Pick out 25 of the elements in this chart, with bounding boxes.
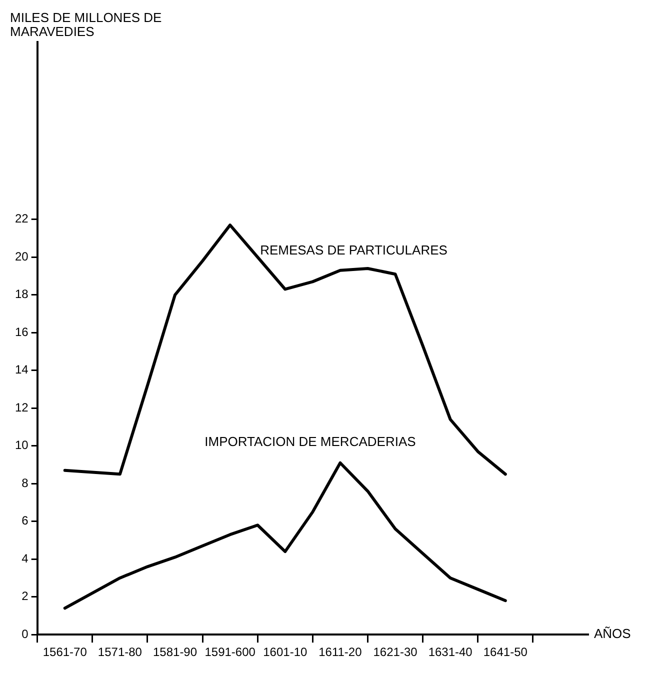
y-tick-label: 20 — [14, 249, 29, 264]
y-tick-label: 12 — [14, 400, 29, 414]
x-tick-label: 1581-90 — [152, 645, 198, 660]
y-tick-label: 2 — [22, 589, 29, 604]
y-tick-label: 16 — [14, 324, 29, 339]
y-tick-label: 10 — [14, 438, 29, 452]
y-tick-label: 6 — [22, 514, 29, 528]
x-tick-label: 1561-70 — [42, 645, 88, 660]
y-tick-label: 4 — [22, 551, 29, 566]
x-tick-label: 1611-20 — [318, 645, 362, 660]
series-label: REMESAS DE PARTICULARES — [260, 242, 448, 258]
y-tick-label: 0 — [22, 626, 29, 641]
x-axis-title: AÑOS — [594, 626, 632, 642]
x-tick-label: 1641-50 — [483, 645, 528, 660]
y-axis-title: MILES DE MILLONES DE MARAVEDIES — [10, 10, 162, 40]
x-tick-label: 1631-40 — [428, 645, 473, 660]
x-tick-label: 1601-10 — [263, 645, 308, 660]
x-tick-label: 1591-600 — [204, 645, 256, 660]
y-tick-label: 18 — [14, 287, 29, 302]
y-tick-label: 8 — [22, 476, 29, 490]
x-tick-label: 1571-80 — [98, 645, 142, 660]
text: IMPORTACION DE MERCADERIAS — [204, 434, 416, 449]
y-tick-label: 22 — [14, 212, 29, 226]
x-tick-label: 1621-30 — [373, 645, 418, 660]
y-tick-label: 14 — [14, 362, 29, 377]
